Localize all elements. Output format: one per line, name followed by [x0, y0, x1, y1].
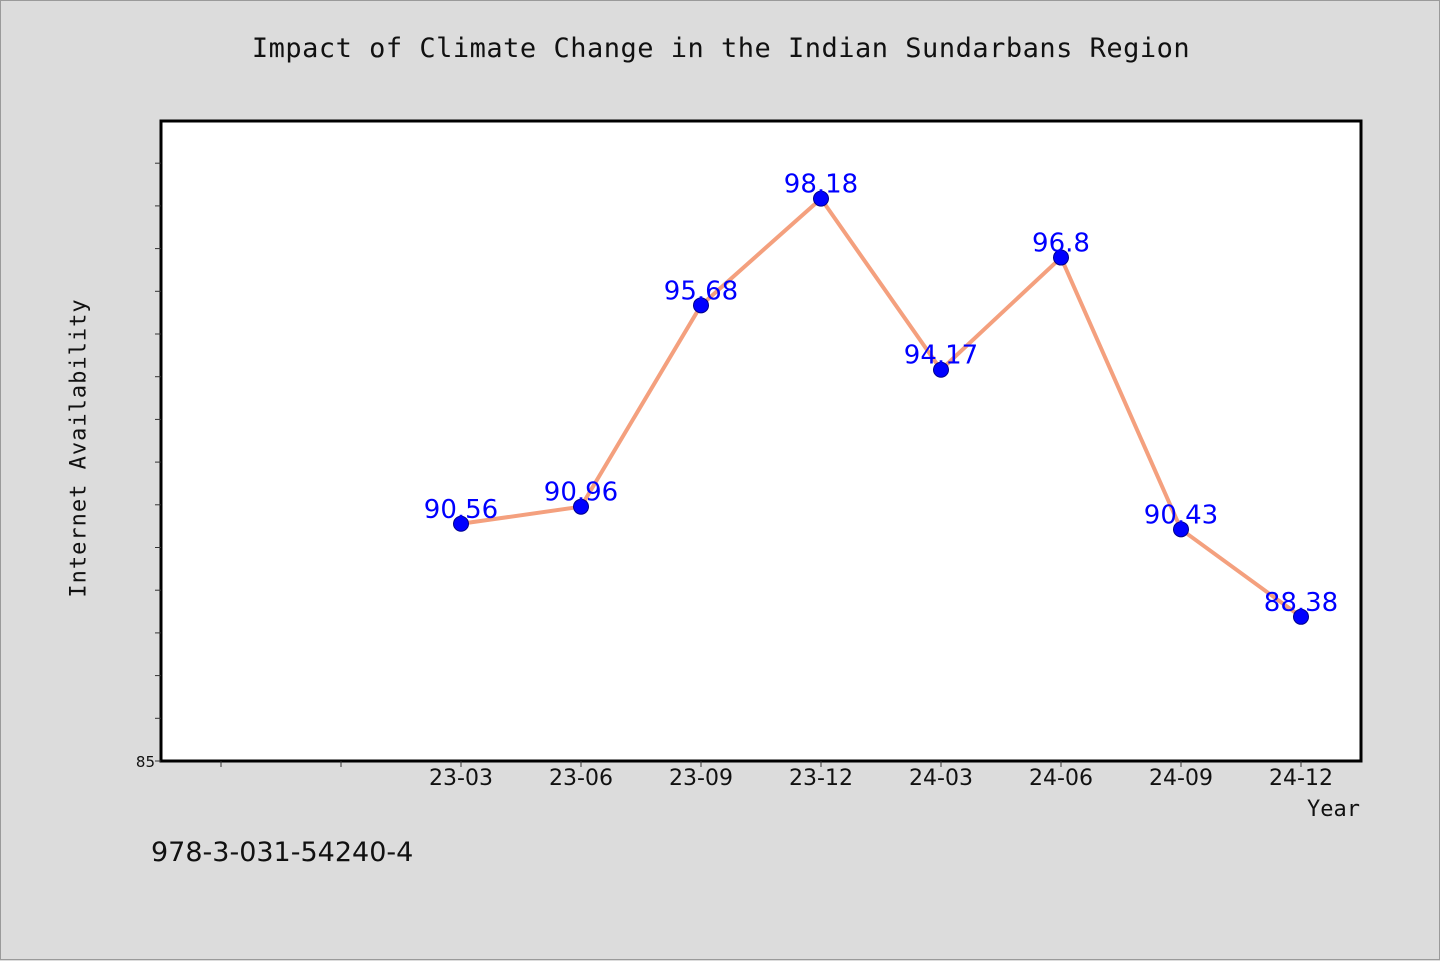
x-tick-label: 23-09	[669, 766, 733, 791]
x-tick-label: 23-12	[789, 766, 853, 791]
x-tick-label: 24-09	[1149, 766, 1213, 791]
data-point	[693, 297, 709, 314]
y-tick-label: 85	[136, 753, 155, 771]
x-tick-label: 23-06	[549, 766, 613, 791]
data-point	[1173, 521, 1189, 538]
isbn-text: 978-3-031-54240-4	[151, 837, 414, 868]
series-line	[459, 196, 1303, 619]
data-point	[1053, 249, 1069, 266]
x-axis-label: Year	[1307, 797, 1360, 822]
data-point	[453, 515, 469, 532]
data-label: 90.96	[544, 478, 618, 508]
x-tick-label: 24-12	[1269, 766, 1333, 791]
data-point	[933, 361, 949, 378]
data-label: 95.68	[664, 276, 738, 306]
data-point	[573, 498, 589, 515]
data-label: 88.38	[1264, 588, 1338, 618]
data-label: 96.8	[1032, 229, 1090, 259]
x-tick-label: 24-06	[1029, 766, 1093, 791]
data-label: 94.17	[904, 341, 978, 371]
chart-title: Impact of Climate Change in the Indian S…	[251, 33, 1191, 64]
x-tick-label: 23-03	[429, 766, 493, 791]
plot-frame	[159, 119, 1363, 763]
data-label: 90.56	[424, 495, 498, 525]
data-label: 90.43	[1144, 500, 1218, 530]
data-point	[813, 190, 829, 207]
x-tick-label: 24-03	[909, 766, 973, 791]
data-point	[1293, 608, 1309, 625]
data-label: 98.18	[784, 170, 858, 200]
